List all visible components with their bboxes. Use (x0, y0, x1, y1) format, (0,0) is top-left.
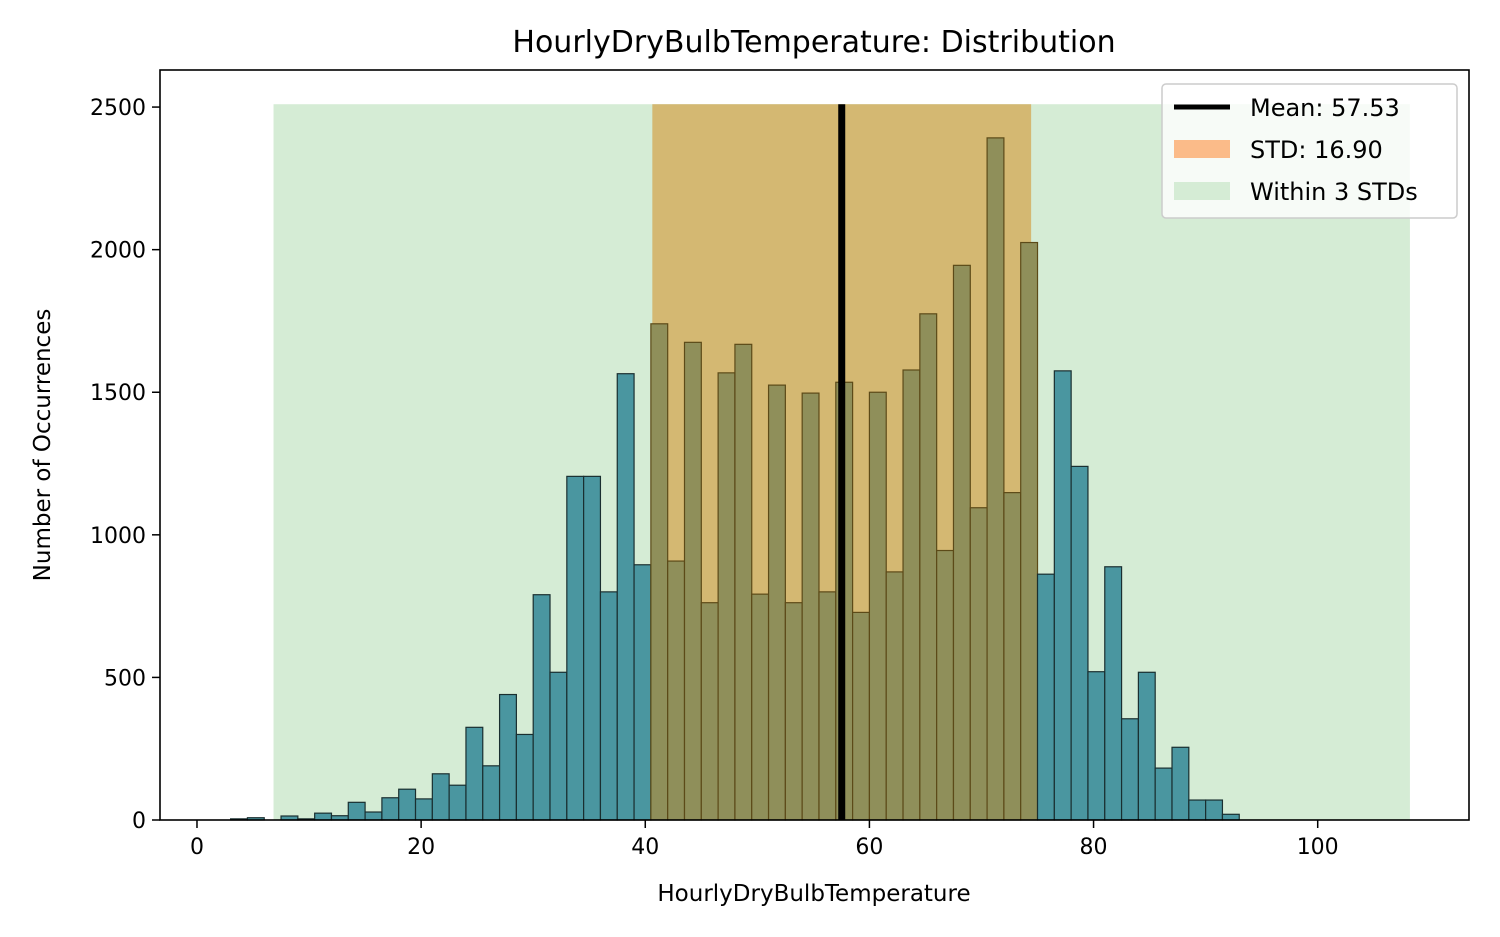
histogram-bar (919, 313, 938, 821)
histogram-bar (868, 391, 887, 821)
histogram-bar (1221, 813, 1240, 821)
histogram-bar (532, 594, 551, 821)
histogram-bar (1137, 671, 1156, 821)
histogram-bar (1188, 799, 1207, 821)
legend-box (1161, 83, 1458, 219)
histogram-bar (767, 384, 786, 821)
bars-layer (230, 137, 1240, 821)
x-axis-label: HourlyDryBulbTemperature (657, 881, 970, 907)
histogram-bar (1087, 671, 1106, 821)
histogram-bar (616, 373, 635, 821)
histogram-bar (700, 602, 719, 821)
legend-three-std-swatch (1174, 182, 1230, 200)
x-tick-label: 20 (407, 835, 435, 860)
histogram-bar (515, 733, 534, 821)
legend-std-swatch (1174, 140, 1230, 158)
histogram-bar (751, 593, 770, 821)
histogram-bar (583, 475, 602, 821)
histogram-bar (1120, 718, 1139, 821)
histogram-bar (381, 797, 400, 821)
histogram-bar (683, 341, 702, 821)
histogram-bar (1154, 767, 1173, 821)
y-axis-label: Number of Occurrences (30, 309, 56, 582)
histogram-bar (1205, 799, 1224, 821)
histogram-bar (314, 812, 333, 821)
histogram-bar (986, 137, 1005, 821)
histogram-bar (952, 264, 971, 821)
x-tick-label: 0 (190, 835, 204, 860)
histogram-bar (801, 392, 820, 821)
histogram-bar (902, 369, 921, 821)
histogram-bar (431, 773, 450, 821)
plot-frame (159, 69, 1470, 821)
histogram-bar (482, 765, 501, 821)
histogram-bar (398, 788, 417, 821)
x-tick-label: 40 (631, 835, 659, 860)
chart-title: HourlyDryBulbTemperature: Distribution (512, 25, 1115, 60)
y-tick-label: 1000 (90, 524, 146, 549)
legend-mean-label: Mean: 57.53 (1250, 94, 1400, 122)
histogram-bar (852, 611, 871, 821)
histogram-bar (448, 784, 467, 821)
histogram-bar (936, 549, 955, 821)
histogram-bar (1003, 492, 1022, 821)
histogram-bar (969, 507, 988, 821)
y-tick-label: 0 (132, 809, 146, 834)
y-tick-label: 500 (104, 666, 146, 691)
x-axis: 0 20 40 60 80 100 (190, 820, 1339, 860)
histogram-bar (465, 726, 484, 821)
histogram-bar (1020, 241, 1039, 821)
legend: Mean: 57.53 STD: 16.90 Within 3 STDs (1161, 83, 1458, 219)
histogram-bar (650, 323, 669, 821)
histogram-bar (818, 591, 837, 821)
histogram-bar (1053, 370, 1072, 821)
histogram-bar (347, 801, 366, 821)
legend-std-label: STD: 16.90 (1250, 136, 1383, 164)
histogram-bar (414, 798, 433, 821)
histogram-bar (717, 372, 736, 821)
histogram-bar (498, 693, 517, 821)
histogram-bar (364, 811, 383, 821)
histogram-bar (667, 560, 686, 821)
histogram-bar (599, 591, 618, 821)
histogram-bar (1104, 566, 1123, 821)
y-axis: 0 500 1000 1500 2000 2500 (90, 96, 160, 834)
histogram-bar (734, 343, 753, 821)
y-tick-label: 2000 (90, 239, 146, 264)
histogram-bar (549, 671, 568, 821)
x-tick-label: 60 (855, 835, 883, 860)
histogram-bar (633, 564, 652, 821)
y-tick-label: 1500 (90, 381, 146, 406)
x-tick-label: 80 (1080, 835, 1108, 860)
x-tick-label: 100 (1297, 835, 1339, 860)
histogram-bar (566, 475, 585, 821)
histogram-bar (784, 602, 803, 821)
legend-three-std-label: Within 3 STDs (1250, 178, 1418, 206)
histogram-bar (885, 571, 904, 821)
histogram-bar (1171, 746, 1190, 821)
histogram-bar (1036, 573, 1055, 821)
y-tick-label: 2500 (90, 96, 146, 121)
histogram-bar (1070, 465, 1089, 821)
